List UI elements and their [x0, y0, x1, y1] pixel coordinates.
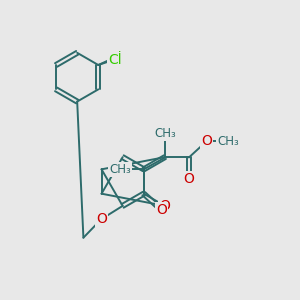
Text: Cl: Cl	[108, 52, 122, 67]
Text: O: O	[96, 212, 107, 226]
Text: CH₃: CH₃	[217, 135, 239, 148]
Text: O: O	[156, 203, 167, 217]
Text: CH₃: CH₃	[154, 127, 176, 140]
Text: O: O	[184, 172, 194, 186]
Text: O: O	[159, 199, 170, 213]
Text: Cl: Cl	[108, 51, 122, 64]
Text: O: O	[201, 134, 212, 148]
Text: CH₃: CH₃	[109, 163, 131, 176]
Text: Cl: Cl	[108, 51, 122, 64]
